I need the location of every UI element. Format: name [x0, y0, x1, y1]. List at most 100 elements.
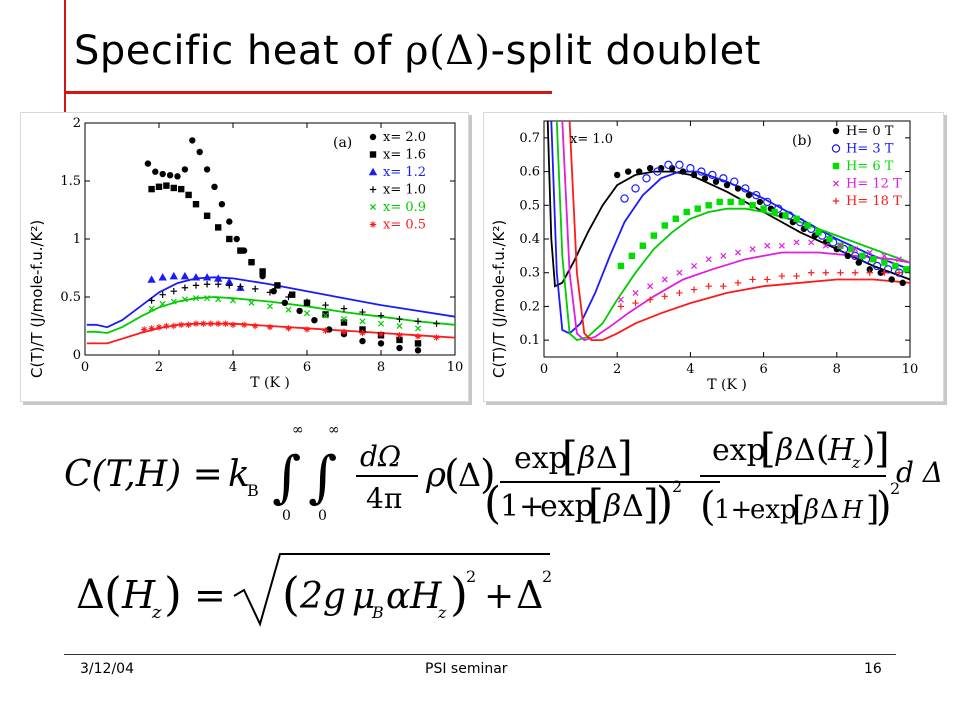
data-point	[672, 215, 679, 222]
f1-num2-z: z	[851, 453, 861, 472]
data-point	[202, 273, 212, 281]
data-point	[837, 242, 844, 249]
f2-two-g: 2g	[299, 576, 346, 617]
data-point	[218, 201, 226, 208]
f1-den-paren-close: )	[656, 478, 673, 529]
data-point	[192, 282, 200, 289]
f1-rho: ρ	[425, 455, 446, 495]
data-point	[163, 322, 170, 330]
data-point	[632, 289, 639, 296]
data-point	[289, 291, 296, 298]
panel-label: (a)	[333, 135, 352, 151]
data-point	[653, 167, 662, 176]
legend-marker	[369, 186, 377, 193]
data-point	[808, 239, 815, 246]
f1-den2-paren-open: (	[700, 484, 716, 530]
data-point	[285, 306, 292, 313]
data-point	[296, 307, 303, 315]
data-point	[837, 269, 844, 276]
y-tick-label: 1	[73, 232, 81, 247]
data-point	[646, 296, 654, 303]
data-point	[895, 269, 903, 276]
data-point	[396, 344, 403, 352]
data-point	[793, 272, 800, 280]
data-point	[163, 182, 170, 189]
data-point	[222, 320, 229, 327]
data-point	[741, 184, 750, 193]
data-point	[200, 320, 207, 327]
legend-marker	[369, 221, 377, 228]
y-tick-label: 0.2	[519, 299, 540, 314]
f2-eq: =	[194, 573, 226, 617]
data-point	[203, 212, 211, 219]
data-point	[631, 184, 640, 193]
f1-den-bracket-open: [	[588, 482, 604, 528]
data-point	[883, 265, 893, 274]
f2-alpha: α	[386, 576, 410, 617]
f2-paren-close: )	[164, 567, 182, 621]
y-tick-label: 2	[73, 116, 81, 131]
data-point	[166, 172, 174, 179]
f1-den2-one-plus: 1+	[714, 495, 752, 525]
legend-label: H= 18 T	[846, 194, 902, 209]
data-point	[148, 185, 155, 193]
f2-inner-h: H	[409, 576, 442, 617]
data-point	[215, 281, 222, 288]
f1-integral-2: ∫	[308, 445, 337, 510]
data-point	[359, 337, 366, 345]
x-tick-label: 2	[613, 362, 621, 377]
data-point	[701, 175, 709, 182]
data-point	[207, 320, 214, 327]
data-point	[377, 312, 385, 319]
f1-den-beta: β	[603, 489, 621, 524]
f1-paren-open: (	[444, 452, 460, 498]
x-tick-label: 10	[447, 360, 464, 375]
f1-delta-1: Δ	[458, 456, 481, 494]
y-tick-label: 0.1	[519, 333, 540, 348]
data-point	[749, 276, 756, 283]
data-point	[266, 323, 274, 331]
f1-num2-exp: exp	[712, 433, 766, 468]
data-point	[848, 245, 855, 253]
data-point	[396, 315, 403, 323]
data-point	[178, 185, 185, 193]
data-point	[720, 252, 727, 259]
data-point	[169, 271, 178, 280]
data-point	[888, 276, 895, 283]
chart-a: 0 2 4 6 8 10 0 0.5 1 1.5 2 T (K ) (a) x= 2.0 x= 1.6 x= …	[60, 116, 464, 391]
x-tick-label: 10	[902, 362, 919, 377]
data-point	[189, 137, 196, 144]
legend-marker	[368, 167, 378, 176]
x-tick-label: 0	[540, 362, 548, 377]
data-point	[433, 334, 440, 341]
chart-annotation: x= 1.0	[570, 132, 613, 147]
x-axis-label: T (K )	[707, 377, 747, 393]
f1-integral-1: ∫	[272, 445, 301, 510]
data-point	[855, 259, 862, 266]
data-point	[850, 251, 860, 261]
x-axis-label: T (K )	[250, 375, 290, 391]
data-point	[719, 174, 728, 183]
x-tick-label: 4	[686, 362, 694, 377]
data-point	[215, 224, 222, 231]
data-point	[180, 271, 190, 280]
data-point	[396, 322, 403, 330]
legend-label: H= 0 T	[846, 124, 894, 139]
data-point	[147, 275, 156, 283]
data-point	[340, 316, 348, 323]
data-point	[414, 340, 422, 347]
y-tick-label: 1.5	[60, 174, 81, 189]
data-point	[793, 215, 800, 222]
data-point	[763, 197, 772, 207]
data-point	[396, 332, 403, 339]
f1-num2-delta: Δ	[794, 433, 816, 468]
f1-lhs: C(T,H) =	[64, 454, 223, 495]
plot-area	[86, 137, 455, 354]
data-point	[226, 235, 233, 243]
data-point	[229, 297, 237, 304]
data-point	[628, 252, 636, 260]
data-point	[894, 268, 904, 277]
data-point	[815, 229, 822, 236]
data-point	[807, 269, 815, 276]
f2-mu-sub: B	[371, 603, 384, 622]
